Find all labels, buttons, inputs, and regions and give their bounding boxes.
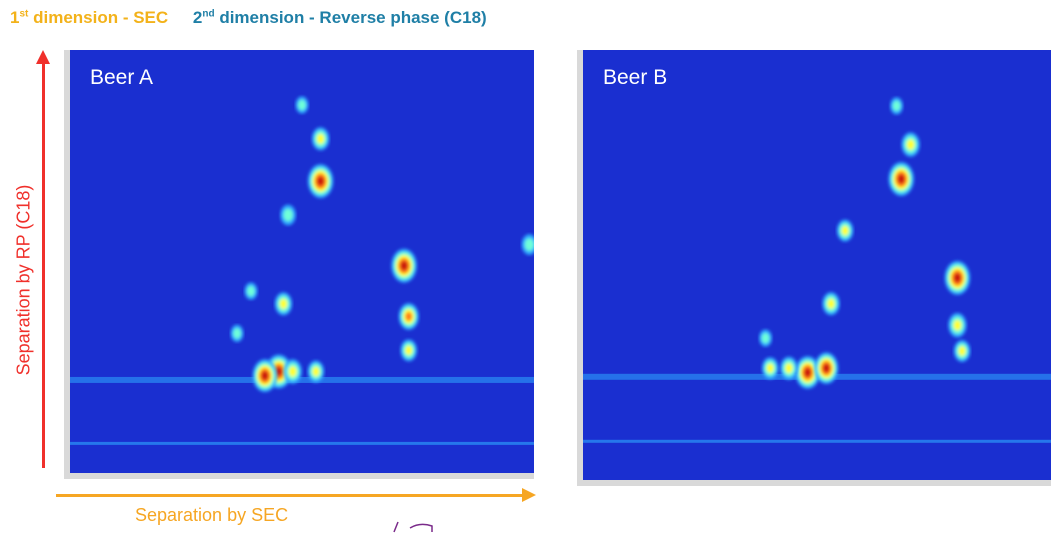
second-dimension-label: 2nd dimension - Reverse phase (C18) — [192, 8, 487, 27]
heatmap-peak-beer-b-12 — [953, 340, 971, 362]
heatmap-panel-beer-b: Beer B — [577, 50, 1051, 486]
heatmap-beer-b — [583, 97, 1051, 443]
heatmap-peak-beer-b-8 — [901, 132, 920, 157]
panel-title-beer-a: Beer A — [90, 66, 154, 89]
lower-band-beer-b — [583, 439, 1051, 443]
heatmap-peak-beer-a-9 — [295, 96, 309, 114]
heatmap-peak-beer-a-2 — [252, 359, 278, 393]
heatmap-peak-beer-b-7 — [888, 162, 914, 196]
heatmap-peak-beer-a-5 — [274, 292, 293, 316]
heatmap-peak-beer-b-3 — [780, 356, 798, 380]
figure-header: 1st dimension - SEC 2nd dimension - Reve… — [10, 8, 487, 28]
heatmap-peak-beer-a-6 — [280, 204, 296, 226]
heatmap-peak-beer-b-2 — [814, 352, 839, 385]
heatmap-peak-beer-a-3 — [283, 359, 302, 384]
heatmap-peak-beer-a-4 — [307, 360, 325, 383]
heatmap-peak-beer-b-6 — [836, 219, 854, 242]
heatmap-panel-beer-a: Beer A — [64, 50, 534, 479]
first-dimension-label: 1st dimension - SEC — [10, 8, 169, 27]
x-axis-arrow-head — [522, 488, 536, 502]
heatmap-peak-beer-b-10 — [944, 260, 971, 295]
stray-pen-mark — [393, 521, 433, 533]
heatmap-peak-beer-a-11 — [398, 303, 419, 330]
heatmap-peak-beer-a-14 — [230, 324, 244, 343]
heatmap-beer-a — [70, 96, 534, 445]
heatmap-peak-beer-a-15 — [244, 282, 258, 300]
y-axis-arrow — [42, 60, 45, 468]
heatmap-peak-beer-a-8 — [311, 127, 330, 151]
heatmap-peak-beer-b-5 — [822, 292, 840, 316]
baseline-band-beer-a — [70, 376, 534, 383]
panel-title-beer-b: Beer B — [603, 66, 668, 89]
x-axis-arrow — [56, 494, 524, 497]
heatmap-peak-beer-b-4 — [761, 357, 779, 380]
heatmap-peak-beer-a-13 — [521, 234, 534, 255]
heatmap-peak-beer-b-1 — [795, 356, 820, 389]
heatmap-peak-beer-b-13 — [759, 329, 772, 347]
y-axis-label: Separation by RP (C18) — [13, 184, 34, 376]
x-axis-label: Separation by SEC — [135, 505, 289, 525]
heatmap-peak-beer-a-7 — [307, 164, 334, 199]
lower-band-beer-a — [70, 441, 534, 445]
heatmap-peak-beer-b-11 — [948, 313, 967, 338]
heatmap-peak-beer-a-10 — [391, 248, 417, 283]
heatmap-peak-beer-b-9 — [890, 97, 904, 115]
y-axis-arrow-head — [36, 50, 50, 64]
heatmap-peak-beer-a-12 — [400, 339, 417, 362]
